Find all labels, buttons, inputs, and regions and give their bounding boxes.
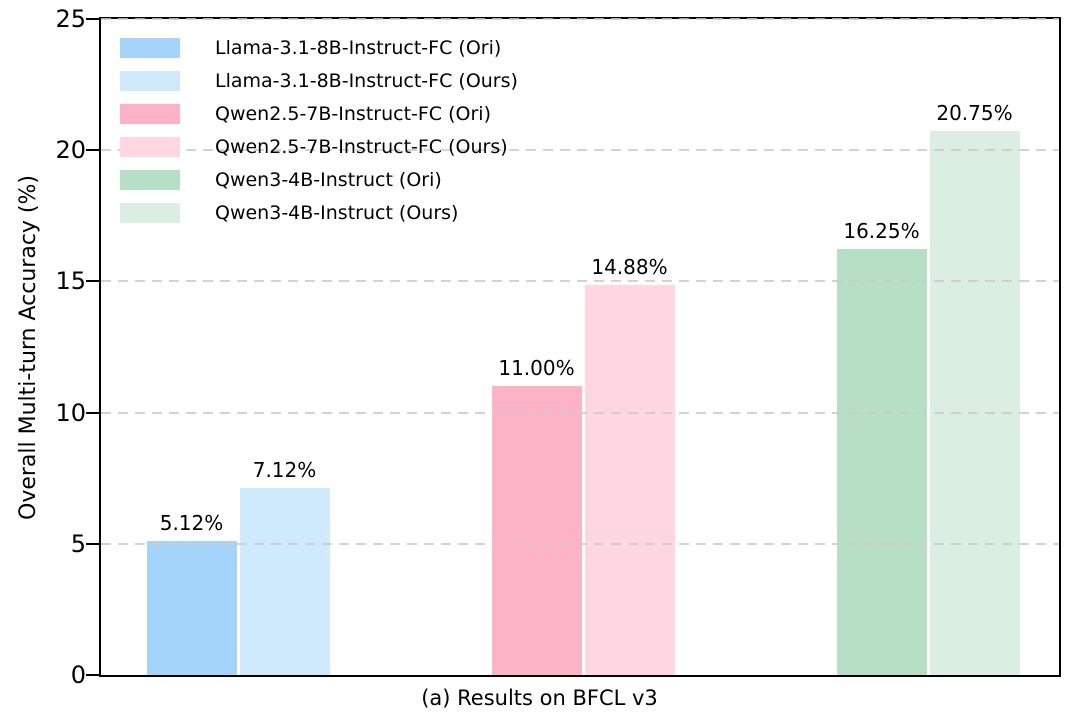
legend-swatch-qwen25-ori xyxy=(120,103,180,124)
y-tick-label: 5 xyxy=(70,529,86,558)
y-axis-title-area: Overall Multi-turn Accuracy (%) xyxy=(0,17,56,677)
bar-qwen25-ori xyxy=(491,386,582,675)
plot-area: 5.12% 7.12% 11.00% 14.88% 16.25% 20.75% … xyxy=(99,17,1061,677)
gridline-10 xyxy=(101,411,1059,414)
legend-swatch-qwen3-ori xyxy=(120,169,180,190)
legend-item: Qwen2.5-7B-Instruct-FC (Ori) xyxy=(120,97,518,130)
legend-swatch-qwen3-ours xyxy=(120,202,180,223)
legend-label: Qwen2.5-7B-Instruct-FC (Ours) xyxy=(215,135,508,158)
bar-qwen3-ori xyxy=(836,248,927,675)
y-tick-mark xyxy=(86,149,99,152)
y-tick-label: 10 xyxy=(55,398,86,427)
bar-llama-ours xyxy=(239,488,330,675)
gridline-15 xyxy=(101,280,1059,283)
y-tick-mark xyxy=(86,18,99,20)
y-tick-label: 25 xyxy=(55,5,86,33)
legend-swatch-llama-ori xyxy=(120,37,180,58)
legend-item: Qwen3-4B-Instruct (Ori) xyxy=(120,163,518,196)
y-tick-label: 15 xyxy=(55,267,86,296)
y-tick-mark xyxy=(86,542,99,545)
legend-label: Qwen3-4B-Instruct (Ours) xyxy=(215,201,459,224)
legend-swatch-llama-ours xyxy=(120,70,180,91)
gridline-5 xyxy=(101,542,1059,545)
y-tick-mark xyxy=(86,280,99,283)
legend-item: Qwen2.5-7B-Instruct-FC (Ours) xyxy=(120,130,518,163)
bar-qwen25-ours xyxy=(584,284,675,675)
bar-value-label: 14.88% xyxy=(591,254,668,279)
legend: Llama-3.1-8B-Instruct-FC (Ori) Llama-3.1… xyxy=(120,31,518,229)
legend-swatch-qwen25-ours xyxy=(120,136,180,157)
legend-label: Qwen3-4B-Instruct (Ori) xyxy=(215,168,442,191)
gridline-20 xyxy=(101,149,1059,152)
y-tick-mark xyxy=(86,411,99,414)
x-axis-title: (a) Results on BFCL v3 xyxy=(421,686,658,710)
legend-label: Qwen2.5-7B-Instruct-FC (Ori) xyxy=(215,102,491,125)
legend-label: Llama-3.1-8B-Instruct-FC (Ori) xyxy=(215,36,502,59)
y-axis-title: Overall Multi-turn Accuracy (%) xyxy=(15,174,41,520)
legend-item: Qwen3-4B-Instruct (Ours) xyxy=(120,196,518,229)
bar-value-label: 16.25% xyxy=(843,218,920,243)
legend-label: Llama-3.1-8B-Instruct-FC (Ours) xyxy=(215,69,518,92)
y-tick-label: 20 xyxy=(55,136,86,165)
bar-llama-ori xyxy=(146,540,237,675)
bar-value-label: 7.12% xyxy=(252,458,317,483)
bar-value-label: 11.00% xyxy=(498,356,575,381)
y-tick-label: 0 xyxy=(70,661,86,689)
legend-item: Llama-3.1-8B-Instruct-FC (Ori) xyxy=(120,31,518,64)
legend-item: Llama-3.1-8B-Instruct-FC (Ours) xyxy=(120,64,518,97)
gridline-25 xyxy=(101,18,1059,20)
bar-value-label: 20.75% xyxy=(936,100,1013,125)
bar-qwen3-ours xyxy=(929,130,1020,675)
bar-value-label: 5.12% xyxy=(159,510,224,535)
y-tick-mark xyxy=(86,674,99,676)
